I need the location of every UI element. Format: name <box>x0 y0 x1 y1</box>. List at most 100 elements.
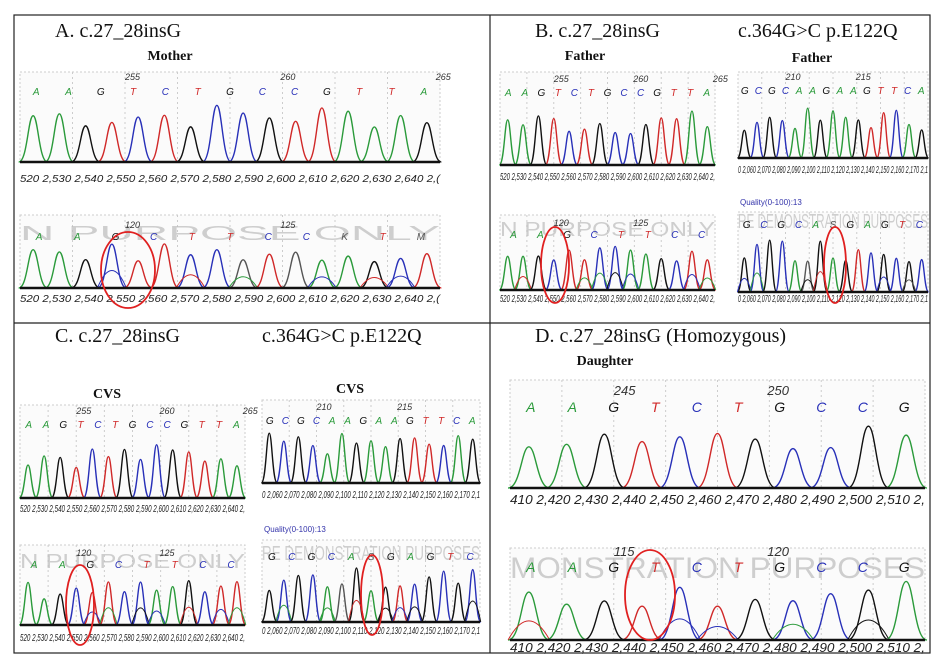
base-call: C <box>115 560 123 571</box>
base-call: T <box>380 232 387 243</box>
base-call: A <box>795 86 803 97</box>
base-call: K <box>341 232 349 243</box>
base-call: A <box>406 552 414 563</box>
peak <box>498 119 517 166</box>
peak <box>529 115 548 166</box>
base-call: T <box>112 420 119 431</box>
frame <box>13 14 931 654</box>
base-call: G <box>181 420 189 431</box>
peak <box>195 591 215 626</box>
base-call: A <box>525 559 535 575</box>
peak <box>34 455 54 499</box>
peak <box>333 432 351 484</box>
peak <box>736 277 752 293</box>
ruler-number: 125 <box>280 220 296 230</box>
panel-heading: B. c.27_28insG <box>535 20 660 42</box>
ruler-number: 245 <box>613 383 636 398</box>
peak <box>44 113 75 163</box>
ruler-number: 265 <box>242 406 259 416</box>
axis-labels: 520 2,530 2,540 2,550 2,560 2,570 2,580 … <box>500 172 715 183</box>
peak <box>847 425 890 489</box>
peak <box>749 272 765 293</box>
peak <box>385 114 416 163</box>
peak <box>362 440 380 484</box>
ruler-number: 215 <box>396 402 413 412</box>
mutation-circle <box>360 554 384 636</box>
peak <box>179 579 199 626</box>
base-call: C <box>163 420 171 431</box>
base-call: G <box>266 416 274 427</box>
peak <box>498 255 517 291</box>
peak <box>149 243 180 289</box>
peak <box>260 589 278 623</box>
peak <box>636 123 656 166</box>
base-call: C <box>760 220 768 231</box>
mutation-circle <box>540 226 570 304</box>
base-call: S <box>368 552 375 563</box>
peak <box>202 104 232 163</box>
peak <box>682 250 702 291</box>
base-call: G <box>608 559 619 575</box>
peak <box>50 593 70 626</box>
ruler-number: 260 <box>632 74 648 84</box>
ruler-number: 125 <box>633 218 649 228</box>
base-call: C <box>755 86 763 97</box>
peak <box>914 129 930 159</box>
base-call: A <box>42 420 50 431</box>
base-call: T <box>78 420 85 431</box>
base-call: A <box>420 87 428 98</box>
base-call: M <box>417 232 426 243</box>
peak <box>762 116 778 159</box>
peak <box>406 606 424 623</box>
peak <box>228 259 258 289</box>
peak <box>149 114 180 163</box>
peak <box>385 257 416 289</box>
axis-labels: 410 2,420 2,430 2,440 2,450 2,460 2,470 … <box>510 640 925 655</box>
peak <box>667 260 686 291</box>
peak <box>774 240 790 293</box>
peak <box>575 259 594 291</box>
base-call: G <box>743 220 751 231</box>
base-call: T <box>734 399 744 415</box>
peak <box>179 451 199 499</box>
base-call: A <box>390 416 398 427</box>
peak <box>307 276 337 289</box>
base-call: G <box>537 88 545 99</box>
base-call: C <box>858 559 869 575</box>
base-call: T <box>671 88 678 99</box>
peak <box>809 446 852 489</box>
peak <box>736 129 752 159</box>
peak <box>123 116 153 163</box>
base-call: T <box>438 416 445 427</box>
base-call: G <box>129 420 137 431</box>
peak <box>863 252 879 293</box>
base-call: G <box>268 552 276 563</box>
base-call: A <box>811 220 819 231</box>
peak <box>211 458 231 499</box>
peak <box>304 444 322 484</box>
base-call: T <box>227 232 234 243</box>
peak <box>838 116 854 159</box>
base-call: G <box>308 552 316 563</box>
sample-label: Mother <box>147 49 192 64</box>
peak <box>98 581 118 626</box>
base-call: G <box>881 220 889 231</box>
peak <box>696 625 739 641</box>
base-call: C <box>259 87 267 98</box>
peak <box>175 254 206 289</box>
base-call: C <box>466 552 474 563</box>
peak <box>18 248 48 289</box>
sample-label: CVS <box>336 382 364 397</box>
peak <box>583 600 626 641</box>
peak <box>621 605 663 641</box>
peak <box>280 251 311 289</box>
peak <box>391 437 409 484</box>
ruler-number: 255 <box>124 72 141 82</box>
base-call: C <box>282 416 290 427</box>
ruler-number: 255 <box>75 406 92 416</box>
peak <box>876 253 892 293</box>
sample-label: Father <box>565 49 605 64</box>
peak <box>147 589 167 626</box>
quality-label: Quality(0-100):13 <box>740 198 802 207</box>
base-call: G <box>387 552 395 563</box>
